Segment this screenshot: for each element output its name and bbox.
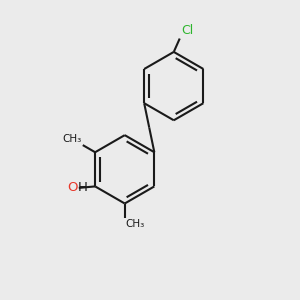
Text: H: H [78,181,88,194]
Text: O: O [68,181,78,194]
Text: CH₃: CH₃ [125,219,145,229]
Text: CH₃: CH₃ [63,134,82,144]
Text: Cl: Cl [181,24,194,37]
